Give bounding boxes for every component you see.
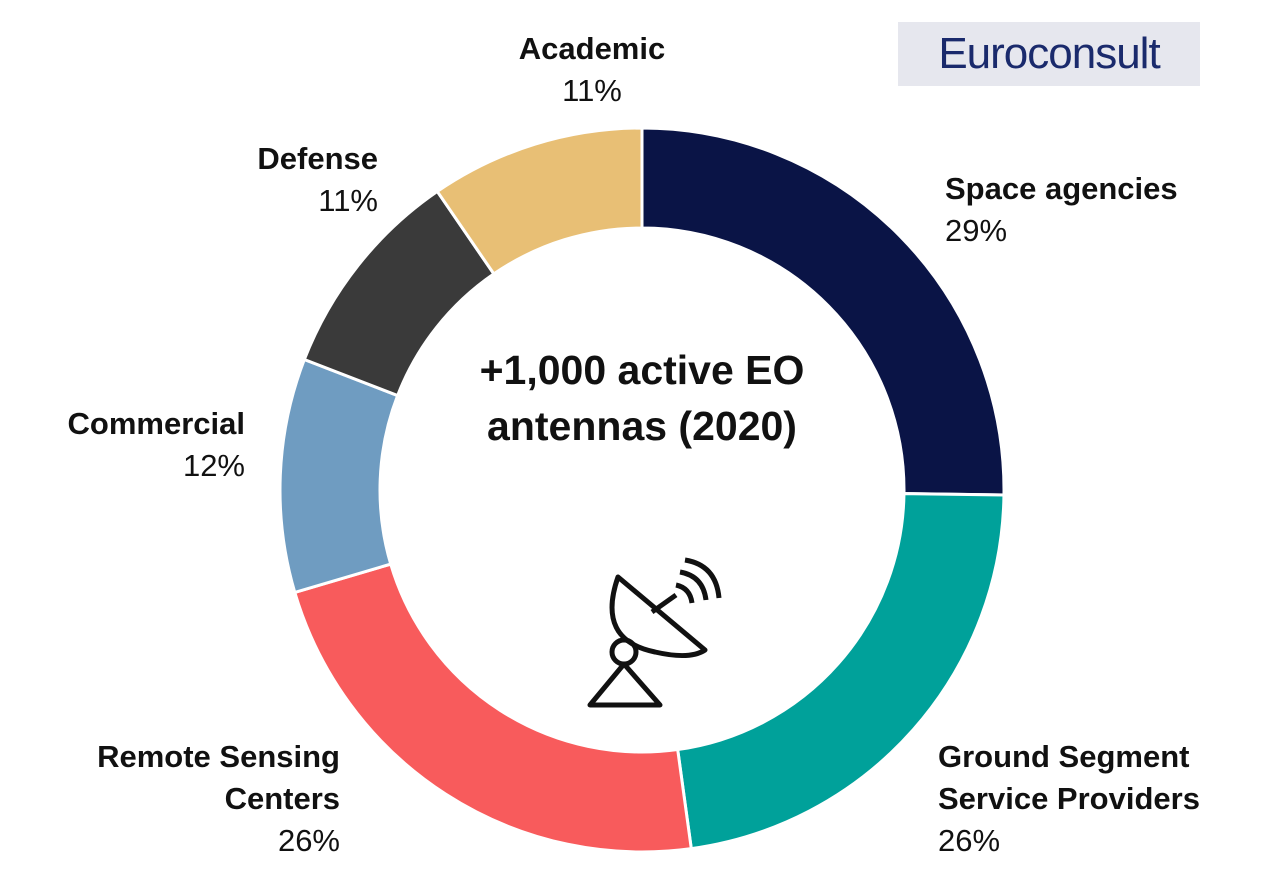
slice — [278, 357, 400, 595]
slice-label: Remote Sensing Centers 26% — [20, 736, 340, 862]
value-label: 11% — [562, 73, 622, 108]
value-label: 11% — [318, 183, 378, 218]
category-name: Commercial — [67, 406, 245, 441]
category-name: Academic — [518, 31, 666, 66]
slice-label: Academic 11% — [442, 28, 742, 112]
center-annotation: +1,000 active EO antennas (2020) — [479, 347, 805, 449]
value-label: 26% — [938, 823, 1001, 858]
slice — [640, 126, 1006, 497]
category-name: Defense — [257, 141, 378, 176]
category-name: Ground Segment Service Providers — [938, 739, 1200, 816]
slice-label: Space agencies 29% — [945, 168, 1265, 252]
value-label: 26% — [277, 823, 340, 858]
logo: Euroconsult — [898, 22, 1200, 86]
category-name: Remote Sensing Centers — [97, 739, 340, 816]
slice — [435, 126, 644, 276]
slice-label: Commercial 12% — [0, 403, 245, 487]
slice — [292, 562, 693, 854]
category-name: Space agencies — [945, 171, 1178, 206]
value-label: 29% — [945, 213, 1008, 248]
slice-label: Defense 11% — [100, 138, 378, 222]
antenna-icon — [587, 557, 722, 708]
slice-label: Ground Segment Service Providers 26% — [938, 736, 1268, 862]
slice — [675, 492, 1006, 851]
value-label: 12% — [182, 448, 245, 483]
